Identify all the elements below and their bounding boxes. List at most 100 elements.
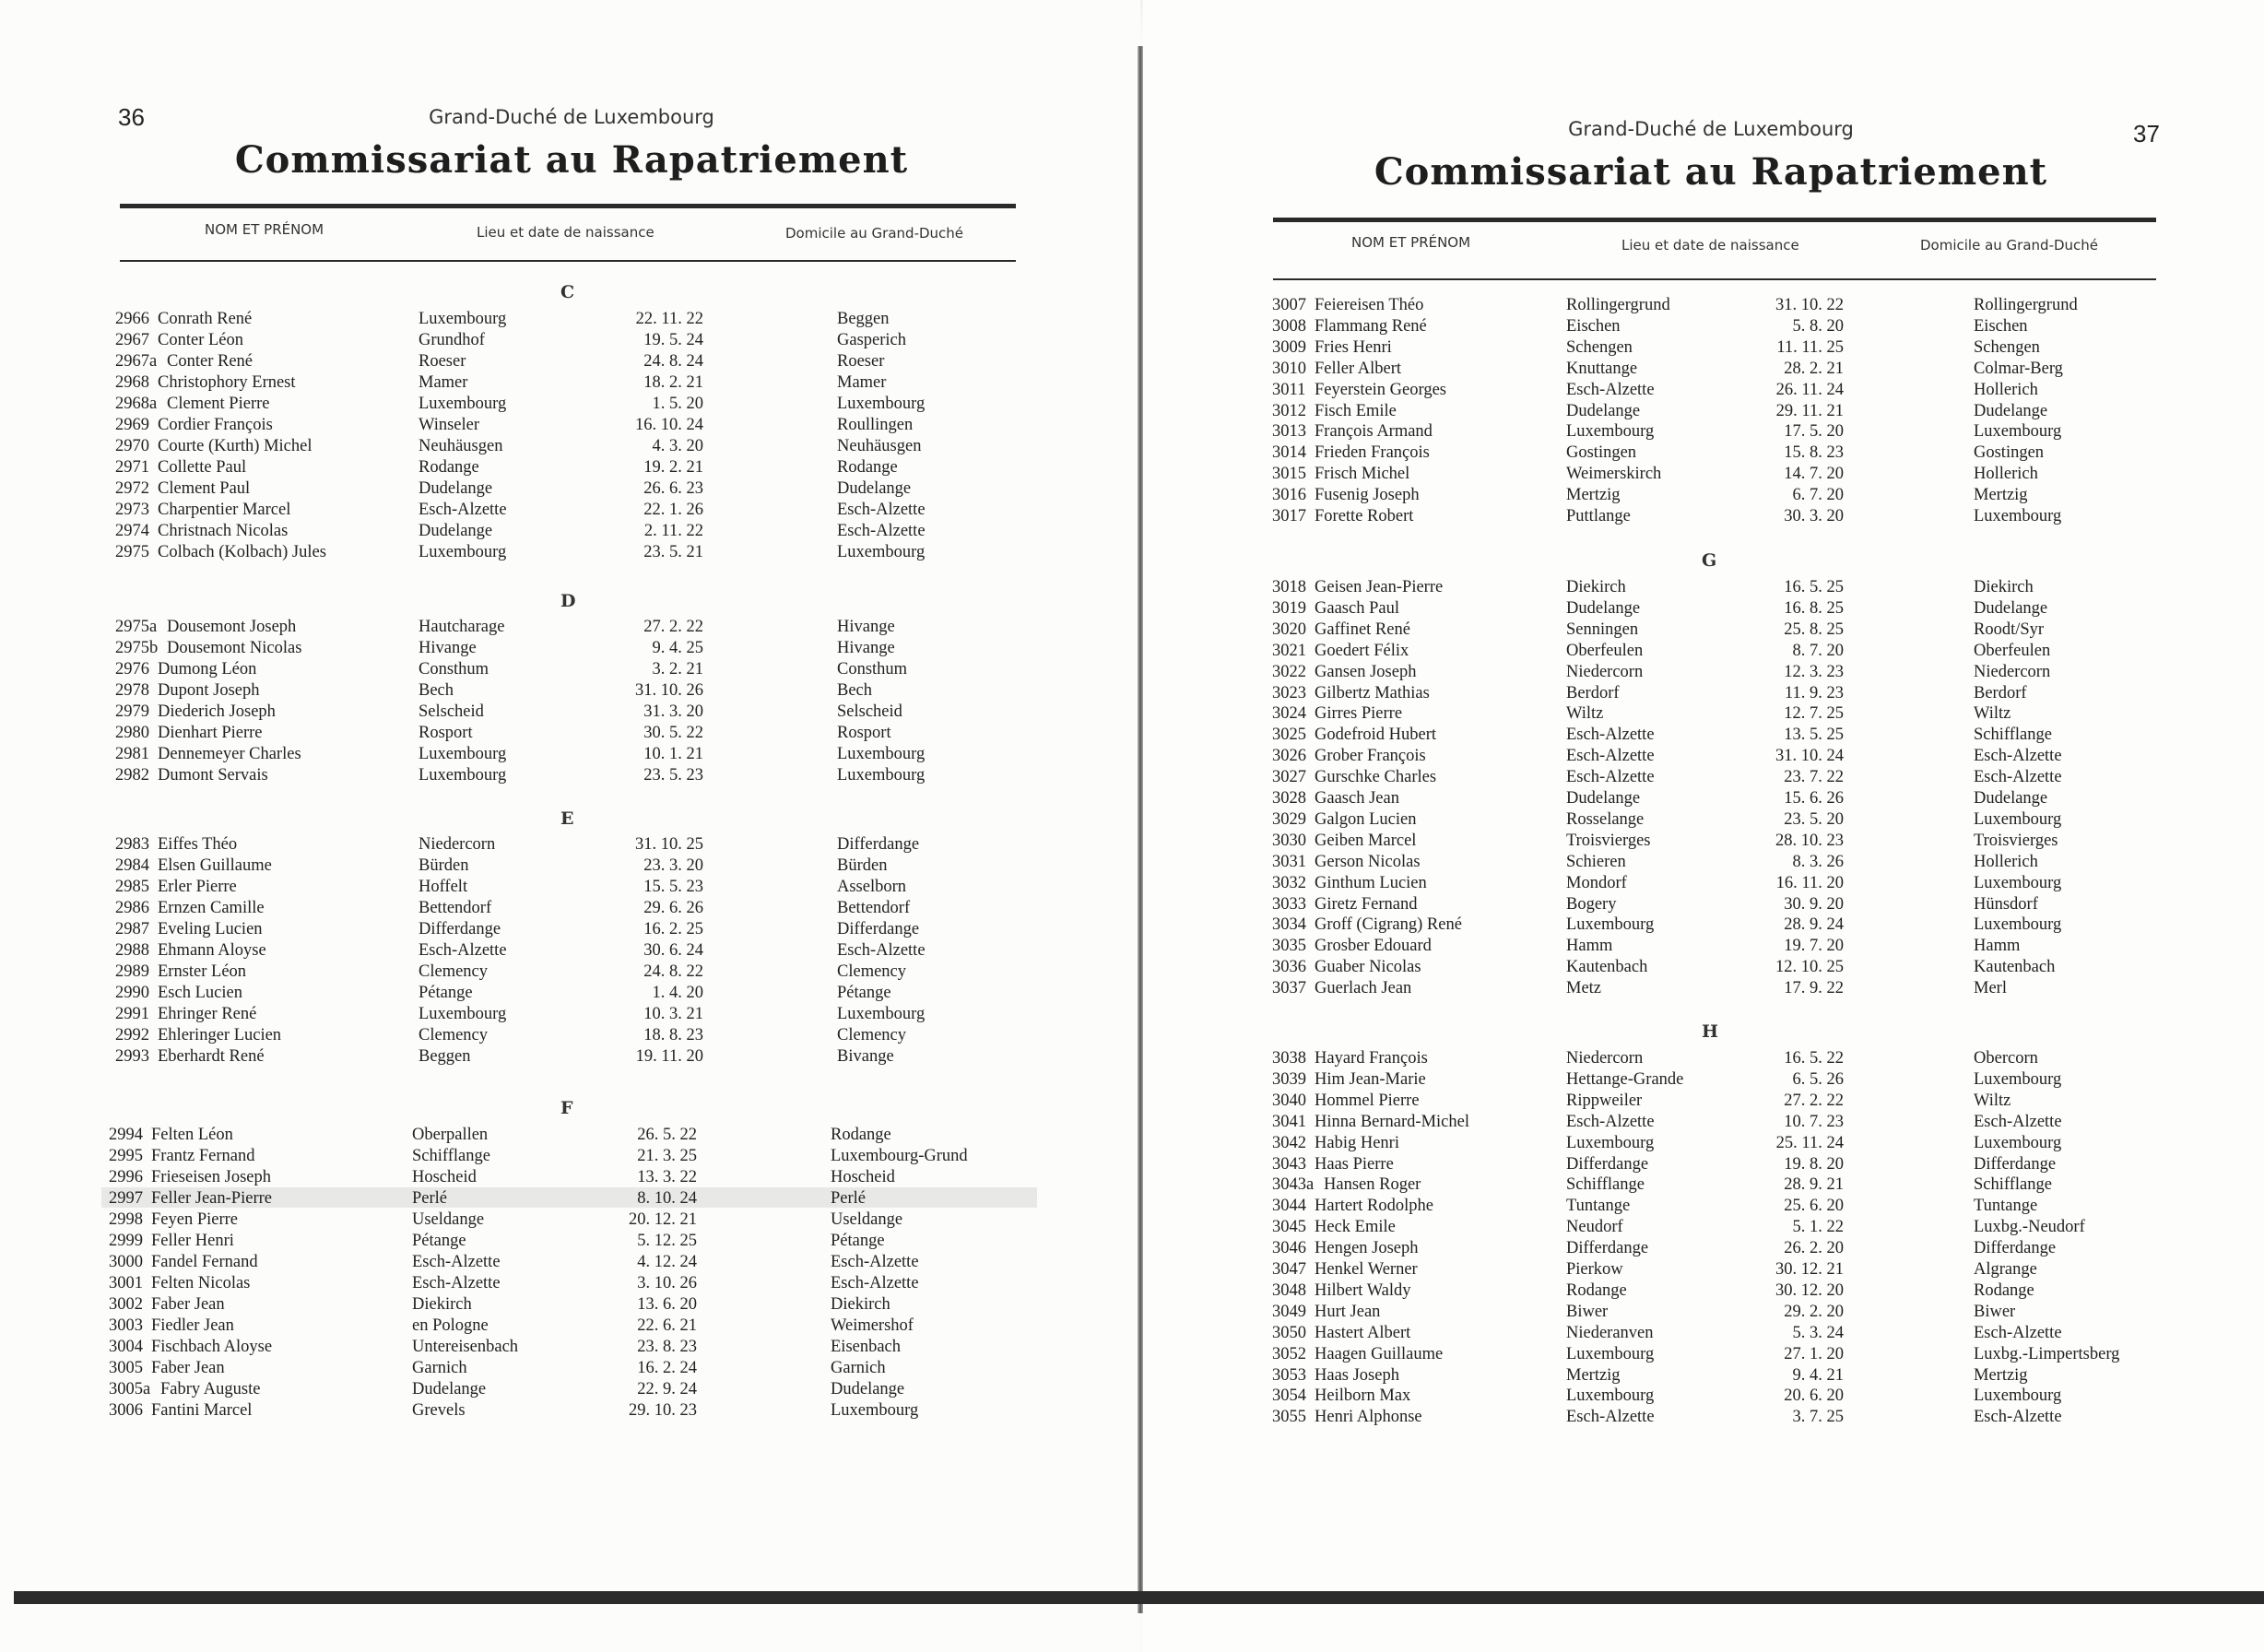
entry-domicile: Luxembourg [1974, 1133, 2062, 1152]
entry-birthdate: 23. 5. 21 [643, 543, 703, 561]
entry-name: Gansen Joseph [1315, 662, 1417, 681]
entry-domicile: Rodange [1974, 1280, 2034, 1300]
entry-birthdate: 21. 3. 25 [637, 1147, 697, 1165]
entry-birthdate: 2. 11. 22 [643, 522, 703, 540]
entry-number: 2985 [115, 878, 149, 896]
header-rule-top [120, 204, 1016, 208]
entry-birthplace: Oberfeulen [1566, 641, 1644, 660]
entry-birthplace: Schifflange [412, 1147, 490, 1165]
entry-birthplace: Esch-Alzette [1566, 726, 1655, 745]
entry-name: Godefroid Hubert [1315, 726, 1437, 745]
entry-birthplace: Niederanven [1566, 1323, 1654, 1342]
entry-name: Ernster Léon [158, 962, 247, 981]
entry-name: Haas Pierre [1315, 1154, 1394, 1174]
entry-birthplace: Clemency [419, 962, 489, 981]
entry-domicile: Esch-Alzette [831, 1274, 919, 1292]
entry-name: Gaasch Jean [1315, 789, 1399, 808]
entry-name: Colbach (Kolbach) Jules [158, 543, 326, 561]
entry-number: 2971 [115, 458, 149, 477]
entry-domicile: Dudelange [837, 479, 912, 498]
column-header-birth: Lieu et date de naissance [477, 224, 654, 241]
section-letter: D [560, 591, 576, 611]
entry-domicile: Algrange [1974, 1260, 2037, 1279]
entry-domicile: Tuntange [1974, 1197, 2038, 1216]
entry-name: Fantini Marcel [151, 1401, 253, 1420]
page-title: Commissariat au Rapatriement [234, 138, 909, 182]
entry-domicile: Hollerich [1974, 465, 2038, 484]
entry-birthdate: 15. 8. 23 [1784, 443, 1844, 463]
entry-domicile: Gostingen [1974, 443, 2045, 463]
entry-birthplace: Rosport [419, 724, 473, 742]
entry-number: 2993 [115, 1047, 149, 1066]
entry-number: 3026 [1272, 747, 1306, 766]
entry-name: Feller Henri [151, 1232, 234, 1250]
entry-number: 3012 [1272, 401, 1306, 420]
entry-number: 2989 [115, 962, 149, 981]
entry-number: 3042 [1272, 1133, 1306, 1152]
entry-birthplace: Luxembourg [1566, 1133, 1655, 1152]
entry-name: Hommel Pierre [1315, 1091, 1420, 1110]
entry-birthplace: Luxembourg [419, 766, 507, 785]
entry-birthplace: Esch-Alzette [412, 1274, 501, 1292]
entry-birthdate: 10. 1. 21 [643, 745, 703, 763]
entry-domicile: Diekirch [1974, 578, 2034, 596]
entry-birthplace: Esch-Alzette [1566, 1408, 1655, 1427]
entry-name: Gaffinet René [1315, 620, 1410, 639]
entry-birthplace: Esch-Alzette [1566, 1112, 1655, 1131]
entry-number: 2995 [109, 1147, 143, 1165]
entry-birthplace: Wiltz [1566, 704, 1604, 724]
book-gutter [1138, 46, 1143, 1613]
entry-birthdate: 26. 6. 23 [643, 479, 703, 498]
entry-name: Ehleringer Lucien [158, 1026, 282, 1044]
entry-number: 3049 [1272, 1302, 1306, 1321]
entry-domicile: Schifflange [1974, 1175, 2052, 1195]
entry-name: Forette Robert [1315, 507, 1414, 525]
entry-birthplace: Luxembourg [419, 310, 507, 328]
entry-name: Eiffes Théo [158, 835, 238, 854]
entry-number: 3054 [1272, 1386, 1306, 1406]
entry-birthplace: Pierkow [1566, 1260, 1623, 1279]
entry-birthdate: 26. 11. 24 [1775, 380, 1844, 399]
entry-birthplace: Berdorf [1566, 683, 1620, 702]
entry-number: 3025 [1272, 726, 1306, 745]
entry-name: Haagen Guillaume [1315, 1344, 1444, 1363]
entry-name: Clement Paul [158, 479, 251, 498]
entry-birthdate: 13. 3. 22 [637, 1168, 697, 1186]
entry-number: 2994 [109, 1126, 143, 1144]
entry-number: 2986 [115, 899, 149, 917]
entry-number: 2987 [115, 920, 149, 938]
entry-birthplace: Hoscheid [412, 1168, 477, 1186]
entry-domicile: Bivange [837, 1047, 894, 1066]
entry-number: 2978 [115, 681, 149, 700]
entry-name: Courte (Kurth) Michel [158, 437, 312, 455]
page-37: 37 Grand-Duché de Luxembourg Commissaria… [1143, 0, 2264, 1652]
entry-name: Hartert Rodolphe [1315, 1197, 1433, 1216]
entry-name: Eveling Lucien [158, 920, 263, 938]
entry-birthdate: 24. 8. 22 [643, 962, 703, 981]
entry-birthplace: Tuntange [1566, 1197, 1631, 1216]
entry-birthplace: Esch-Alzette [1566, 380, 1655, 399]
entry-birthplace: Bech [419, 681, 454, 700]
entry-number: 2990 [115, 984, 149, 1002]
entry-number: 3020 [1272, 620, 1306, 639]
entry-birthplace: Mamer [419, 373, 468, 392]
entry-number: 2968a [115, 395, 158, 413]
entry-birthdate: 29. 10. 23 [629, 1401, 697, 1420]
entry-birthdate: 29. 11. 21 [1775, 401, 1844, 420]
entry-birthdate: 28. 9. 21 [1784, 1175, 1844, 1195]
entry-birthdate: 12. 3. 23 [1784, 662, 1844, 681]
entry-name: Clement Pierre [167, 395, 270, 413]
entry-name: Flammang René [1315, 316, 1427, 336]
entry-name: Felten Nicolas [151, 1274, 251, 1292]
entry-number: 3000 [109, 1253, 143, 1271]
entry-birthdate: 30. 12. 21 [1775, 1260, 1844, 1279]
entry-birthdate: 13. 5. 25 [1784, 726, 1844, 745]
entry-birthplace: Diekirch [1566, 578, 1626, 596]
entry-birthdate: 19. 2. 21 [643, 458, 703, 477]
entry-domicile: Luxembourg [831, 1401, 919, 1420]
entry-birthplace: Hamm [1566, 937, 1613, 956]
entry-domicile: Luxembourg [1974, 507, 2062, 525]
entry-name: Henkel Werner [1315, 1260, 1418, 1279]
entry-domicile: Luxbg.-Limpertsberg [1974, 1344, 2120, 1363]
entry-number: 2996 [109, 1168, 143, 1186]
